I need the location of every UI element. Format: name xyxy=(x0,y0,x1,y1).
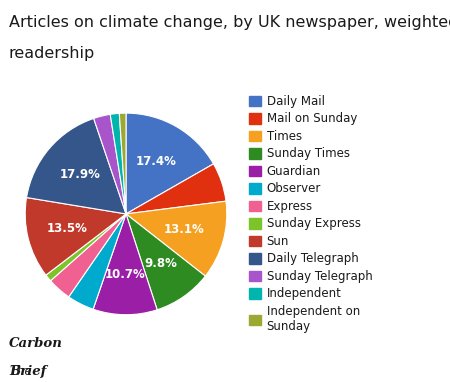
Wedge shape xyxy=(126,113,213,214)
Text: 9.8%: 9.8% xyxy=(144,257,177,270)
Wedge shape xyxy=(69,214,126,309)
Text: Articles on climate change, by UK newspaper, weighted by: Articles on climate change, by UK newspa… xyxy=(9,15,450,30)
Text: Carbon: Carbon xyxy=(9,337,63,350)
Text: readership: readership xyxy=(9,46,95,61)
Wedge shape xyxy=(126,164,226,214)
Text: 10.7%: 10.7% xyxy=(105,268,146,281)
Text: 13.1%: 13.1% xyxy=(164,223,205,236)
Wedge shape xyxy=(126,201,227,276)
Text: The: The xyxy=(9,365,32,378)
Text: 17.9%: 17.9% xyxy=(59,168,100,181)
Text: 13.5%: 13.5% xyxy=(47,222,88,235)
Wedge shape xyxy=(27,118,126,214)
Text: 17.4%: 17.4% xyxy=(136,155,177,168)
Wedge shape xyxy=(126,214,205,310)
Wedge shape xyxy=(25,197,126,275)
Legend: Daily Mail, Mail on Sunday, Times, Sunday Times, Guardian, Observer, Express, Su: Daily Mail, Mail on Sunday, Times, Sunda… xyxy=(249,95,372,333)
Wedge shape xyxy=(46,214,126,281)
Wedge shape xyxy=(110,113,126,214)
Wedge shape xyxy=(94,114,126,214)
Wedge shape xyxy=(50,214,126,297)
Text: Brief: Brief xyxy=(9,350,46,378)
Wedge shape xyxy=(119,113,126,214)
Wedge shape xyxy=(93,214,157,315)
